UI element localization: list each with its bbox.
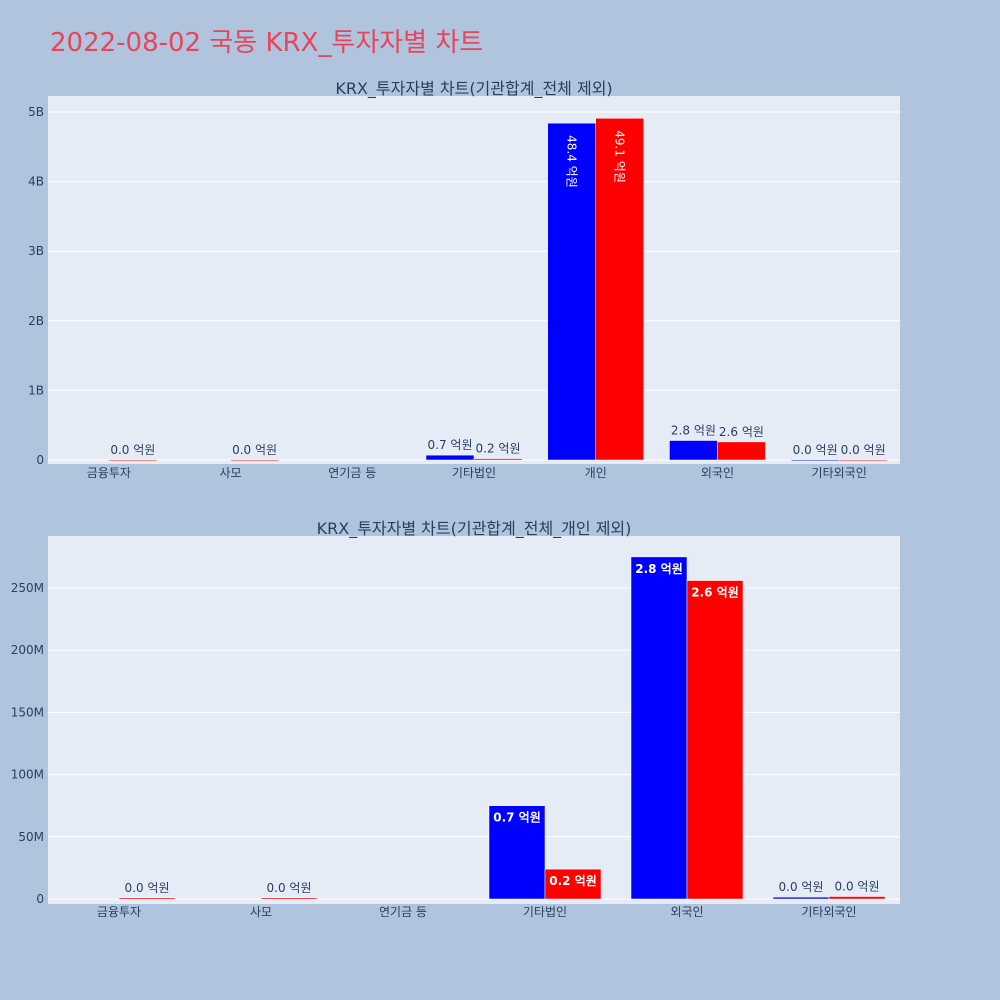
y-tick-label: 200M — [11, 643, 44, 657]
data-label: 2.6 억원 — [719, 425, 764, 439]
page-title: 2022-08-02 국동 KRX_투자자별 차트 — [50, 28, 484, 58]
bar — [772, 896, 830, 900]
bar — [686, 580, 744, 900]
bar — [260, 897, 318, 900]
bar — [230, 459, 279, 462]
data-label: 2.8 억원 — [671, 424, 716, 438]
data-label: 48.4 억원 — [565, 135, 579, 188]
bar — [488, 805, 546, 900]
data-label: 2.6 억원 — [691, 586, 739, 600]
x-tick-label: 개인 — [585, 466, 607, 480]
bar — [669, 440, 718, 461]
y-tick-label: 5B — [28, 105, 44, 119]
y-tick-label: 50M — [18, 830, 44, 844]
bar — [717, 441, 766, 461]
y-tick-label: 4B — [28, 175, 44, 189]
y-tick-label: 3B — [28, 244, 44, 258]
bar — [425, 454, 475, 461]
bar — [108, 459, 158, 462]
data-label: 0.0 억원 — [110, 443, 155, 457]
x-tick-label: 금융투자 — [87, 466, 131, 480]
data-label: 0.0 억원 — [841, 443, 886, 457]
data-label: 2.8 억원 — [635, 562, 683, 576]
x-tick-label: 외국인 — [701, 466, 734, 480]
data-label: 0.7 억원 — [428, 438, 473, 452]
chart-title: KRX_투자자별 차트(기관합계_전체 제외) — [335, 79, 612, 99]
bar — [828, 896, 886, 900]
y-tick-label: 1B — [28, 383, 44, 397]
bar — [595, 118, 644, 461]
data-label: 0.2 억원 — [476, 442, 521, 456]
bar — [473, 458, 523, 461]
x-tick-label: 금융투자 — [97, 905, 141, 919]
chart-title: KRX_투자자별 차트(기관합계_전체_개인 제외) — [317, 519, 632, 539]
chart-2: 0 50M 100M 150M 200M 250M KRX_투자자별 차트(기관합계_전체_… — [11, 519, 900, 919]
x-tick-label: 외국인 — [670, 905, 703, 919]
data-label: 0.0 억원 — [267, 881, 312, 895]
bar — [118, 897, 176, 900]
y-tick-label: 0 — [36, 892, 44, 906]
x-tick-label: 기타법인 — [452, 466, 496, 480]
bar — [838, 459, 888, 462]
y-tick-label: 0 — [36, 453, 44, 467]
chart-1: 0 1B 2B 3B 4B 5B KRX_투자자별 차트(기관합계_전체 제외) 금융투자 0.… — [28, 79, 900, 480]
x-tick-label: 기타외국인 — [812, 466, 867, 480]
data-label: 0.0 억원 — [125, 881, 170, 895]
x-tick-label: 연기금 등 — [379, 905, 427, 919]
data-label: 49.1 억원 — [613, 130, 627, 183]
x-tick-label: 기타외국인 — [801, 905, 856, 919]
x-tick-label: 사모 — [220, 466, 242, 480]
y-tick-label: 2B — [28, 314, 44, 328]
x-tick-label: 연기금 등 — [328, 466, 376, 480]
data-label: 0.0 억원 — [232, 443, 277, 457]
bar — [790, 459, 840, 462]
data-label: 0.7 억원 — [493, 811, 541, 825]
data-label: 0.0 억원 — [835, 880, 880, 894]
data-label: 0.0 억원 — [793, 443, 838, 457]
plot-area — [48, 96, 900, 464]
x-tick-label: 기타법인 — [523, 905, 567, 919]
x-tick-label: 사모 — [250, 905, 272, 919]
plot-area — [48, 536, 900, 904]
y-tick-label: 150M — [11, 705, 44, 719]
bar — [630, 556, 688, 900]
bar — [544, 868, 602, 900]
data-label: 0.2 억원 — [549, 874, 597, 888]
y-tick-label: 250M — [11, 581, 44, 595]
y-tick-label: 100M — [11, 768, 44, 782]
data-label: 0.0 억원 — [779, 880, 824, 894]
